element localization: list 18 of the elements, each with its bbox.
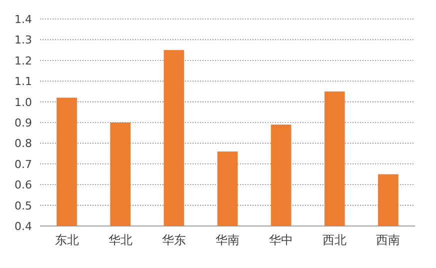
y-tick-label: 0.6 — [14, 178, 32, 192]
x-tick-label: 西北 — [322, 233, 347, 247]
y-tick-label: 0.7 — [14, 158, 32, 171]
x-tick-label: 华东 — [162, 233, 186, 247]
y-tick-label: 1.2 — [14, 54, 32, 68]
x-tick-label: 东北 — [54, 233, 79, 247]
x-tick-label: 西南 — [376, 233, 400, 247]
y-tick-label: 1.4 — [14, 13, 32, 26]
y-tick-label: 0.4 — [14, 220, 32, 233]
y-tick-label: 0.5 — [14, 199, 32, 212]
y-tick-label: 1.1 — [14, 75, 32, 88]
x-tick-label: 华南 — [216, 233, 240, 247]
y-tick-label: 0.9 — [14, 116, 32, 130]
y-tick-label: 0.8 — [14, 137, 32, 150]
x-tick-label: 华中 — [269, 233, 294, 247]
y-tick-label: 1.0 — [14, 96, 32, 109]
y-tick-label: 1.3 — [14, 34, 32, 47]
x-tick-label: 华北 — [108, 233, 132, 247]
